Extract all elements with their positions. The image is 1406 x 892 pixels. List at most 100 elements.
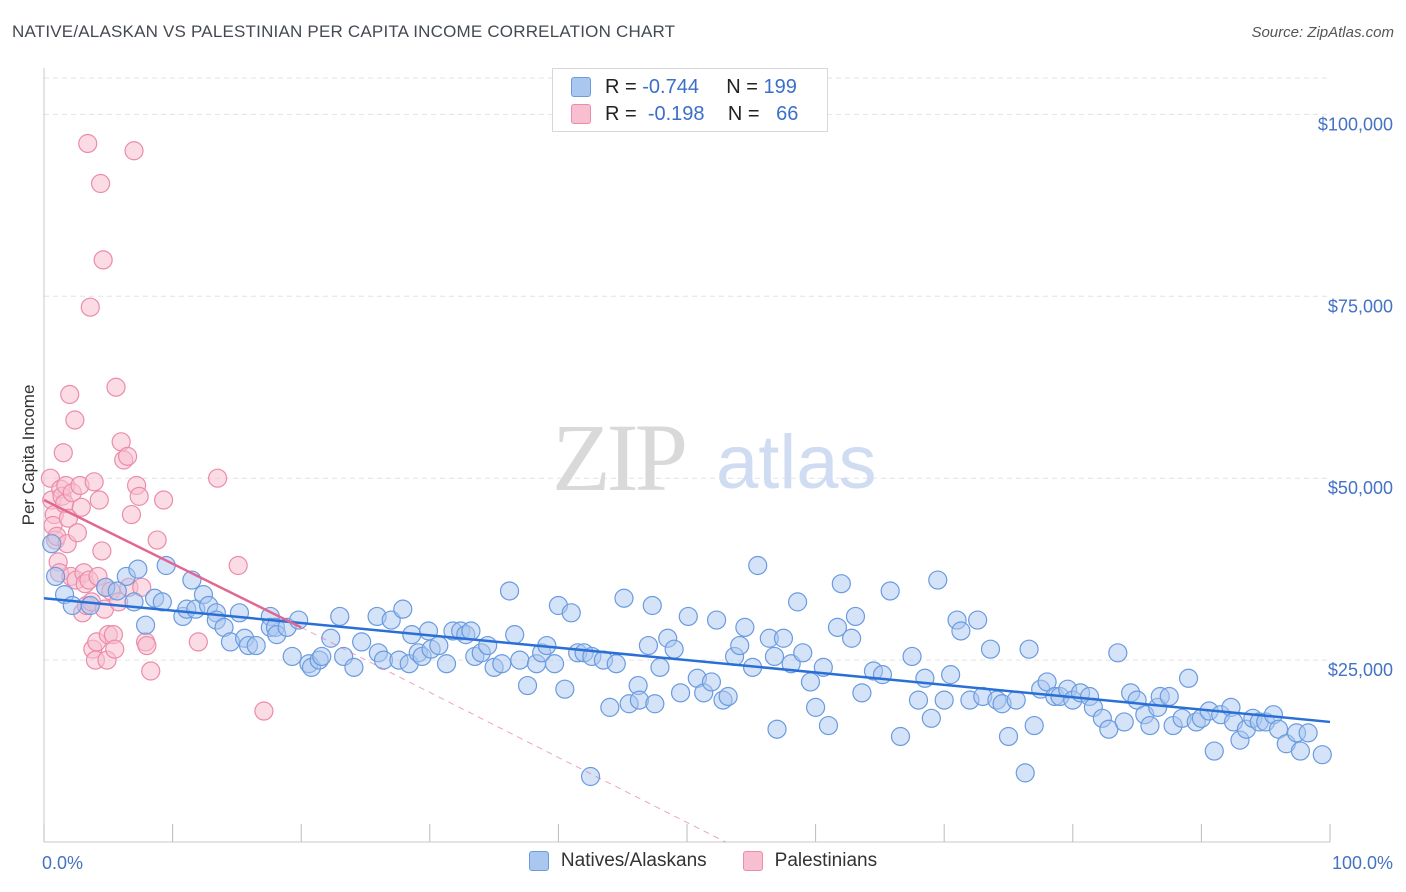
data-point-palestinians bbox=[188, 632, 208, 652]
data-point-palestinians bbox=[208, 468, 228, 488]
data-point-natives bbox=[510, 650, 530, 670]
legend-n-value: 66 bbox=[776, 102, 799, 125]
data-point-natives bbox=[980, 639, 1001, 659]
data-point-natives bbox=[135, 615, 156, 635]
data-point-natives bbox=[544, 654, 565, 674]
data-point-natives bbox=[1178, 668, 1199, 688]
trend-extension-palestinians bbox=[300, 626, 726, 843]
data-point-natives bbox=[321, 628, 341, 648]
data-point-palestinians bbox=[153, 490, 174, 510]
data-point-natives bbox=[246, 635, 266, 656]
data-point-palestinians bbox=[129, 486, 149, 506]
data-point-palestinians bbox=[93, 250, 113, 270]
data-point-natives bbox=[1019, 639, 1039, 659]
data-point-natives bbox=[706, 610, 727, 630]
data-point-natives bbox=[461, 621, 481, 641]
data-point-natives bbox=[773, 628, 794, 648]
data-point-natives bbox=[638, 635, 659, 656]
data-point-natives bbox=[555, 679, 575, 699]
data-point-palestinians bbox=[78, 133, 98, 154]
series-legend: Natives/Alaskans Palestinians bbox=[0, 850, 1406, 872]
data-point-natives bbox=[951, 621, 971, 641]
data-point-natives bbox=[1204, 741, 1224, 761]
x-tick-label: 100.0% bbox=[1332, 853, 1393, 873]
data-point-natives bbox=[831, 574, 851, 594]
data-point-natives bbox=[282, 646, 302, 667]
data-point-palestinians bbox=[124, 141, 144, 161]
data-point-natives bbox=[928, 570, 948, 590]
data-point-palestinians bbox=[71, 497, 91, 517]
data-point-palestinians bbox=[228, 555, 248, 576]
data-point-natives bbox=[600, 697, 620, 717]
data-point-natives bbox=[1015, 763, 1035, 783]
watermark: ZIP atlas bbox=[552, 404, 877, 511]
data-point-natives bbox=[499, 581, 520, 601]
x-tick-labels: 0.0% 100.0% bbox=[42, 853, 1393, 873]
y-tick-label: $25,000 bbox=[1328, 660, 1393, 680]
data-point-natives bbox=[505, 625, 525, 645]
data-point-natives bbox=[344, 657, 364, 677]
data-point-palestinians bbox=[60, 384, 80, 405]
data-point-natives bbox=[580, 766, 601, 787]
data-point-natives bbox=[1312, 745, 1332, 765]
data-point-natives bbox=[968, 610, 988, 630]
data-point-natives bbox=[748, 555, 768, 576]
data-point-natives bbox=[678, 606, 698, 627]
data-point-natives bbox=[902, 646, 922, 667]
source-label: Source: ZipAtlas.com bbox=[1251, 24, 1394, 41]
data-point-natives bbox=[921, 708, 941, 728]
data-point-natives bbox=[1006, 690, 1026, 710]
data-point-natives bbox=[718, 686, 738, 707]
data-point-natives bbox=[436, 654, 457, 674]
data-point-natives bbox=[908, 690, 929, 710]
data-point-natives bbox=[800, 672, 821, 692]
data-point-natives bbox=[606, 654, 626, 674]
data-point-palestinians bbox=[89, 490, 109, 510]
legend-label-natives: Natives/Alaskans bbox=[560, 850, 707, 871]
legend-item-natives: Natives/Alaskans bbox=[528, 850, 707, 872]
data-point-natives bbox=[842, 628, 862, 648]
data-point-natives bbox=[890, 726, 911, 747]
data-point-natives bbox=[650, 657, 670, 677]
data-point-natives bbox=[880, 581, 900, 601]
series-palestinians bbox=[40, 133, 274, 721]
watermark-zip: ZIP bbox=[552, 404, 685, 511]
legend-row-palestinians: R = -0.198 N = 66 bbox=[571, 100, 798, 128]
data-point-natives bbox=[1024, 715, 1044, 736]
data-point-natives bbox=[1298, 723, 1318, 743]
data-point-natives bbox=[1099, 719, 1119, 739]
data-point-palestinians bbox=[53, 443, 73, 463]
data-point-palestinians bbox=[106, 377, 126, 397]
data-point-natives bbox=[787, 592, 808, 612]
data-point-palestinians bbox=[254, 701, 274, 721]
data-point-natives bbox=[561, 603, 581, 623]
data-point-natives bbox=[941, 665, 961, 685]
data-point-natives bbox=[934, 690, 954, 710]
trend-lines bbox=[43, 498, 1331, 843]
data-point-palestinians bbox=[147, 530, 167, 550]
data-point-palestinians bbox=[90, 173, 111, 194]
data-point-natives bbox=[107, 581, 127, 601]
data-point-natives bbox=[1140, 715, 1160, 736]
y-tick-label: $100,000 bbox=[1318, 114, 1393, 134]
data-point-natives bbox=[352, 632, 372, 652]
data-point-natives bbox=[793, 643, 813, 663]
legend-r-label: R = bbox=[605, 75, 637, 98]
legend-r-value: -0.198 bbox=[647, 102, 705, 125]
trend-line-natives bbox=[43, 597, 1331, 724]
chart-title: NATIVE/ALASKAN VS PALESTINIAN PER CAPITA… bbox=[12, 22, 676, 41]
data-point-palestinians bbox=[84, 472, 104, 492]
legend-row-natives: R = -0.744 N = 199 bbox=[571, 73, 797, 101]
legend-r-label: R = bbox=[605, 102, 637, 125]
legend-n-label: N = bbox=[726, 75, 758, 98]
legend-swatch-blue bbox=[571, 77, 591, 97]
legend-n-value: 199 bbox=[763, 75, 797, 98]
data-point-natives bbox=[1290, 741, 1311, 761]
x-tick-label: 0.0% bbox=[42, 853, 83, 873]
legend-n-label: N = bbox=[727, 102, 760, 125]
data-point-natives bbox=[45, 566, 66, 587]
trend-line-palestinians bbox=[43, 498, 302, 629]
data-point-natives bbox=[128, 559, 148, 579]
data-point-natives bbox=[827, 617, 848, 637]
